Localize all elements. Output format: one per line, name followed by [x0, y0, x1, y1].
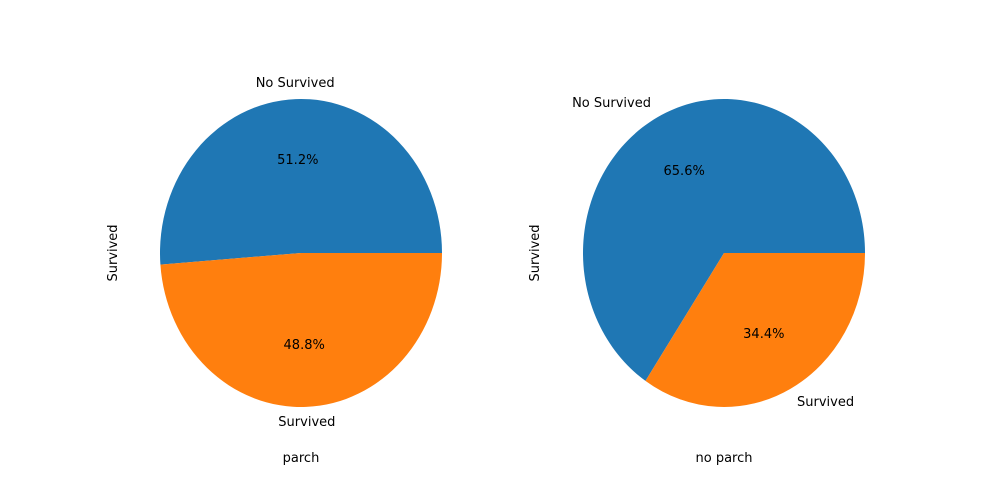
pie-category-labels: No Survived Survived — [256, 76, 336, 430]
pie-slices — [582, 98, 865, 407]
pie-category-labels: No Survived Survived — [572, 96, 854, 410]
pie-slice-survived — [160, 253, 442, 408]
pie-category-label: No Survived — [572, 96, 651, 111]
pie-slice-no-survived — [159, 99, 442, 265]
x-axis-label: parch — [283, 451, 320, 466]
x-axis-label: no parch — [696, 451, 753, 466]
pie-category-label: Survived — [797, 395, 854, 410]
pie-category-label: Survived — [278, 415, 335, 430]
chart-parch: 51.2% 48.8% No Survived Survived parch Sur… — [106, 76, 442, 466]
pie-slices — [159, 99, 442, 408]
y-axis-label: Survived — [106, 224, 121, 281]
pie-slice-no-survived — [582, 98, 865, 381]
pie-percent-label: 34.4% — [743, 327, 784, 342]
pie-slice-survived — [645, 253, 865, 407]
pie-percent-labels: 51.2% 48.8% — [277, 153, 325, 353]
pie-percent-label: 48.8% — [284, 338, 325, 353]
pie-percent-labels: 65.6% 34.4% — [664, 164, 785, 342]
pie-category-label: No Survived — [256, 76, 335, 91]
pie-percent-label: 51.2% — [277, 153, 318, 168]
y-axis-label: Survived — [528, 224, 543, 281]
pie-percent-label: 65.6% — [664, 164, 705, 179]
